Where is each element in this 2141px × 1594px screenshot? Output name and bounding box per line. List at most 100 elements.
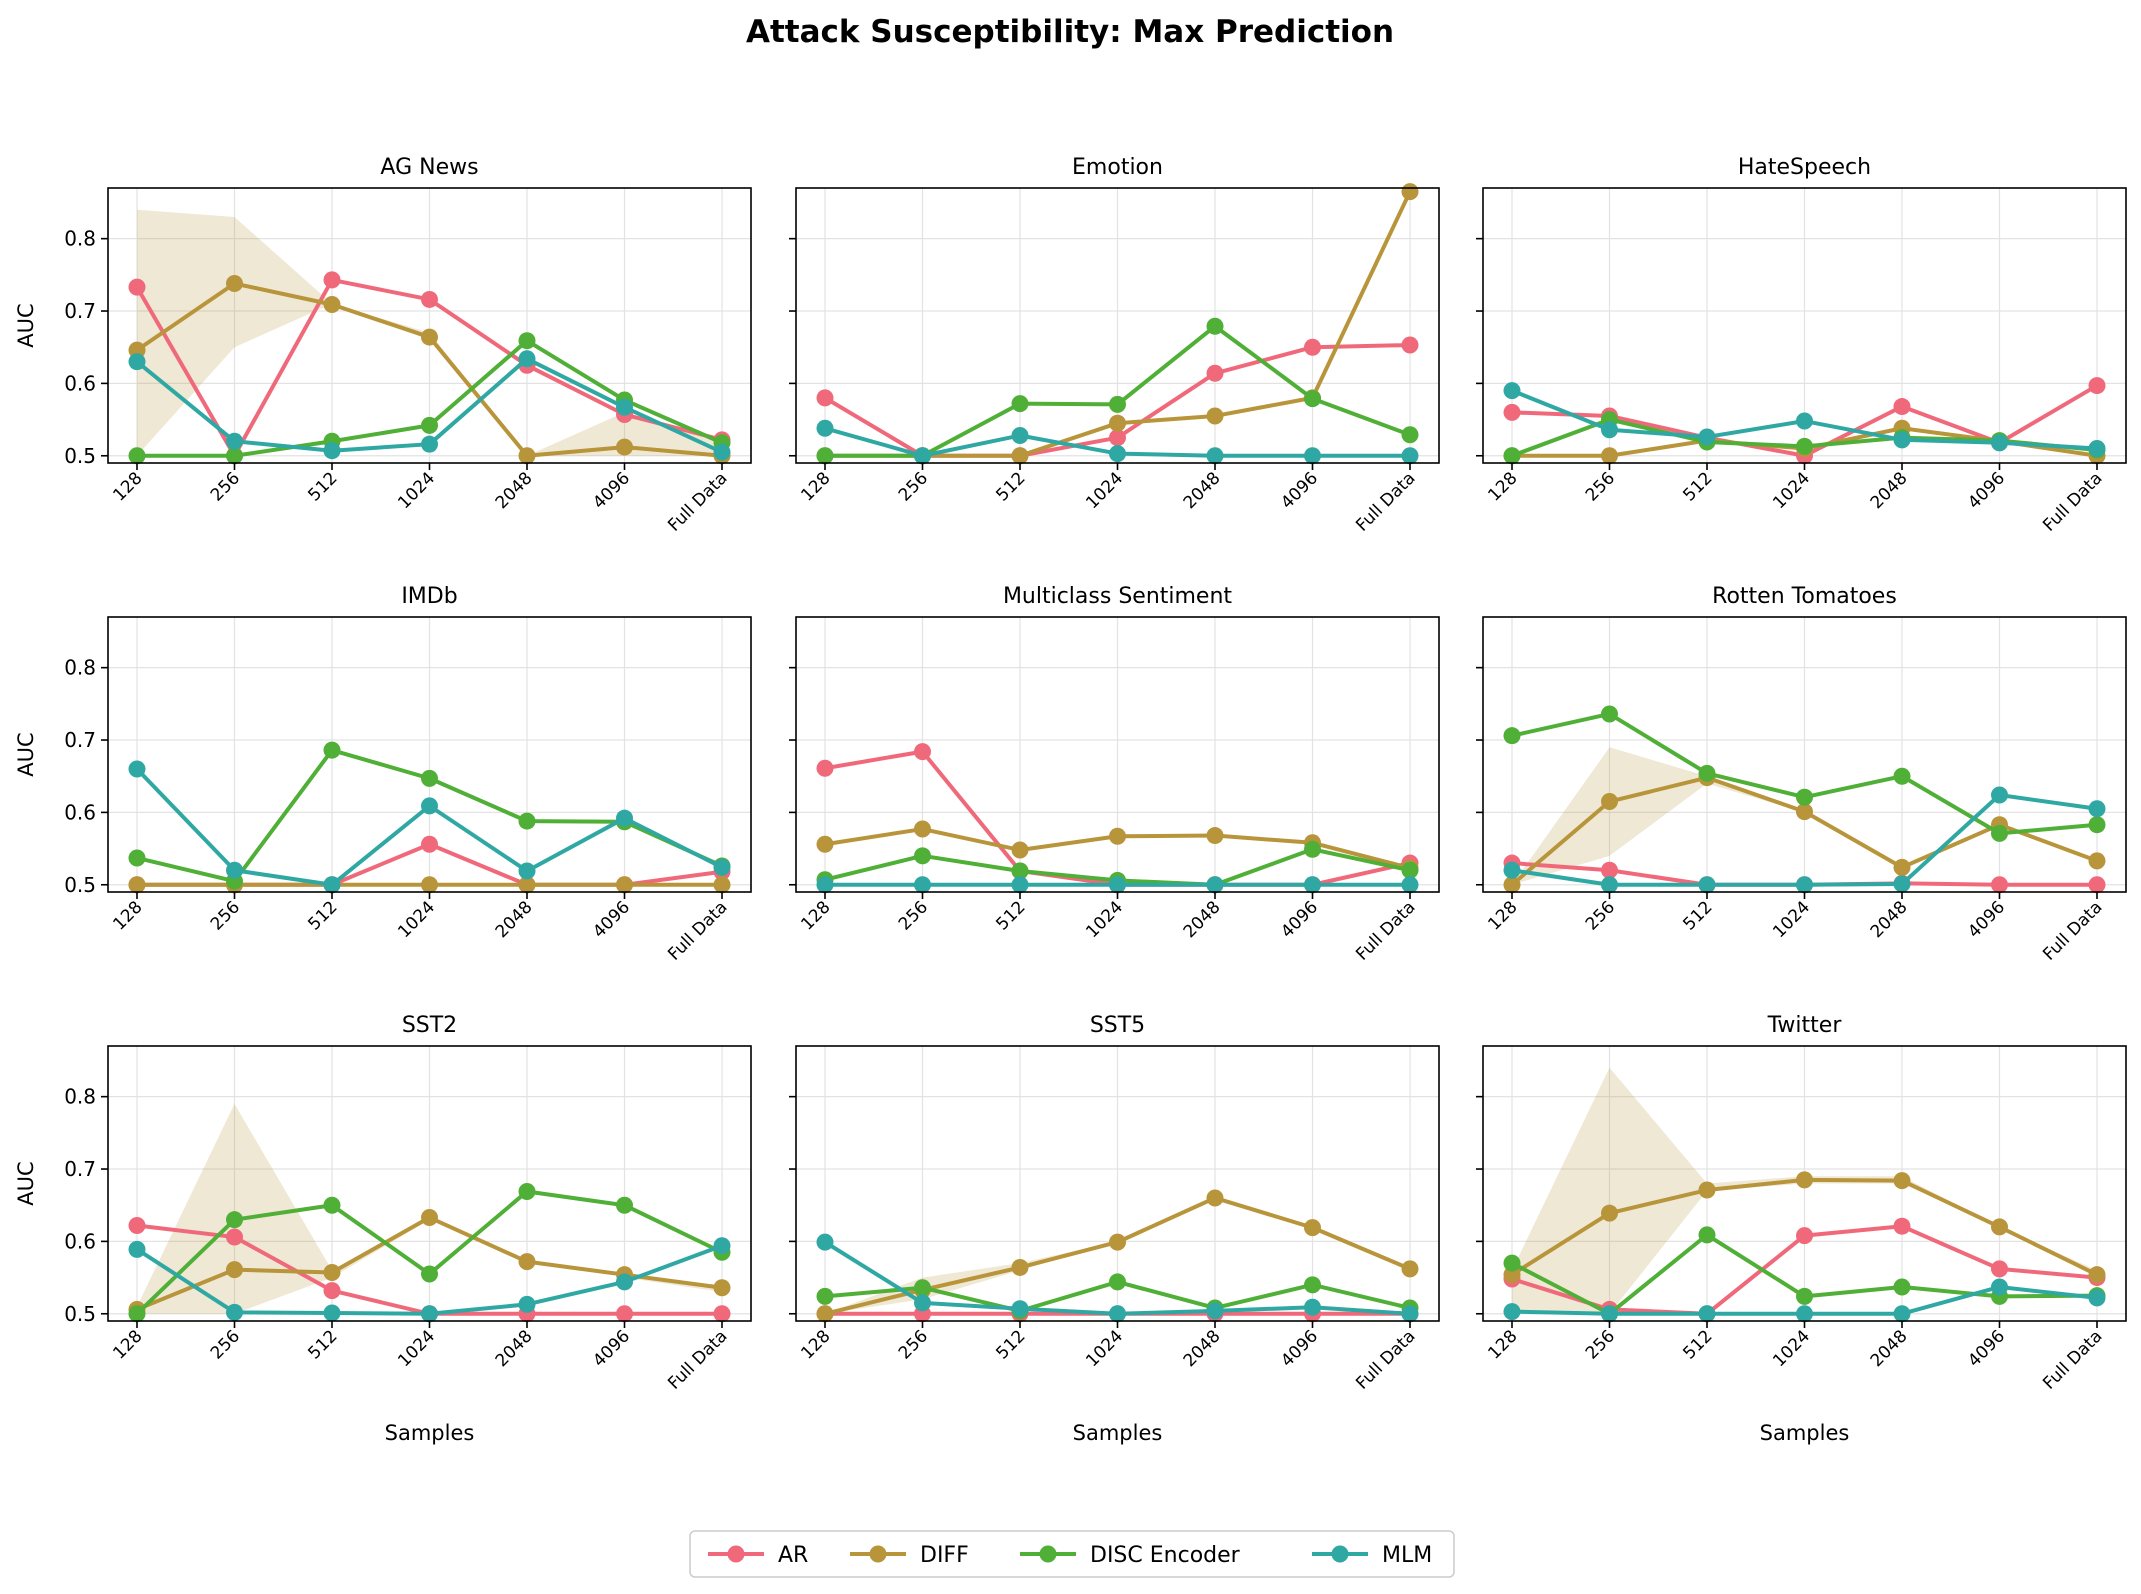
x-tick-label: 256 [895,1326,932,1363]
y-tick-label: 0.5 [64,873,96,897]
x-tick-label: 128 [109,897,146,934]
data-point [816,419,834,437]
data-point [1893,767,1911,785]
series-mlm [1503,786,2106,894]
data-point [1698,1226,1716,1244]
confidence-band [1512,1067,2097,1314]
data-point [1698,1305,1716,1323]
x-tick-label: 256 [207,897,244,934]
data-point [226,1261,243,1279]
x-tick-label: 128 [1484,468,1521,505]
data-point [816,1305,834,1323]
y-tick-label: 0.8 [64,227,96,251]
data-point [816,389,834,407]
data-point [421,1305,438,1323]
legend-item-ar: AR [708,1543,808,1568]
data-point [1206,876,1224,894]
y-axis-label: AUC [14,1161,38,1205]
data-point [1601,1204,1618,1222]
data-point [914,743,931,761]
data-point [323,1264,341,1282]
x-tick-label: 2048 [1867,1326,1912,1371]
subplot-sst2: SST2 0.5 0.6 0.7 0.8 128 256 512 1024 2048 4096 Ful… [14,1013,752,1445]
x-tick-label: 1024 [1082,897,1127,942]
data-point [816,876,834,894]
x-axis-label: Samples [1760,1421,1850,1445]
data-point [1893,398,1911,416]
data-point [128,1305,146,1323]
y-axis-label: AUC [14,303,38,347]
x-tick-label: 2048 [492,1326,537,1371]
subplot-imdb: IMDb 0.5 0.6 0.7 0.8 128 256 512 1024 2048 4096 Ful… [14,584,752,965]
x-tick-label: 4096 [1964,897,2009,942]
data-point [1109,445,1126,463]
data-point [1698,1181,1716,1199]
x-axis-label: Samples [1073,1421,1163,1445]
data-point [1503,403,1521,421]
x-tick-label: 256 [895,468,932,505]
data-point [1109,876,1126,894]
data-point [2088,440,2106,458]
x-tick-label: 2048 [1180,897,1225,942]
data-point [323,271,341,289]
x-tick-label: 1024 [394,468,439,513]
x-tick-label: 512 [304,1326,341,1363]
data-point [1206,407,1224,425]
data-point [421,835,438,853]
data-point [1991,786,2008,804]
data-point [226,447,243,465]
subplot-title: IMDb [401,584,457,609]
subplot-rotten-tomatoes: Rotten Tomatoes 128 256 512 1024 2048 4096 Full… [1476,584,2127,965]
data-point [1206,1302,1224,1320]
legend-label: AR [778,1543,808,1568]
x-tick-label: 2048 [1867,468,1912,513]
x-tick-label: 1024 [394,1326,439,1371]
data-point [1601,705,1618,723]
legend-label: DIFF [920,1543,969,1568]
x-tick-label: 1024 [1769,897,1814,942]
data-point [518,350,536,368]
series-mlm [128,760,731,894]
data-point [226,1228,243,1246]
y-tick-label: 0.6 [64,1229,96,1253]
data-point [1893,858,1911,876]
data-point [1011,1258,1029,1276]
data-point [1206,827,1224,845]
data-point [128,760,146,778]
data-point [914,820,931,838]
data-point [816,835,834,853]
data-point [1601,1305,1618,1323]
data-point [1893,1305,1911,1323]
data-point [128,876,146,894]
x-axis-label: Samples [385,1421,475,1445]
y-tick-label: 0.7 [64,299,96,323]
data-point [713,1305,731,1323]
data-point [1109,1305,1126,1323]
series-mlm [128,1237,731,1323]
x-tick-label: 128 [1484,1326,1521,1363]
data-point [1991,824,2008,842]
x-tick-label: 1024 [394,897,439,942]
data-point [323,296,341,314]
data-point [1304,390,1321,408]
data-point [1601,421,1618,439]
y-tick-label: 0.6 [64,800,96,824]
data-point [713,1237,731,1255]
x-tick-label: Full Data [1352,897,1419,964]
data-point [1304,1298,1321,1316]
data-point [1011,395,1029,413]
x-tick-label: 256 [1582,1326,1619,1363]
series-mlm [816,1233,1419,1323]
data-point [1206,317,1224,335]
y-tick-label: 0.7 [64,1157,96,1181]
x-tick-label: 1024 [1769,1326,1814,1371]
data-point [1304,1219,1321,1237]
x-tick-label: 4096 [1277,897,1322,942]
x-tick-label: 512 [304,897,341,934]
x-tick-label: 2048 [1867,897,1912,942]
data-point [914,876,931,894]
data-point [1503,861,1521,879]
x-tick-label: 128 [109,468,146,505]
data-point [1109,414,1126,432]
